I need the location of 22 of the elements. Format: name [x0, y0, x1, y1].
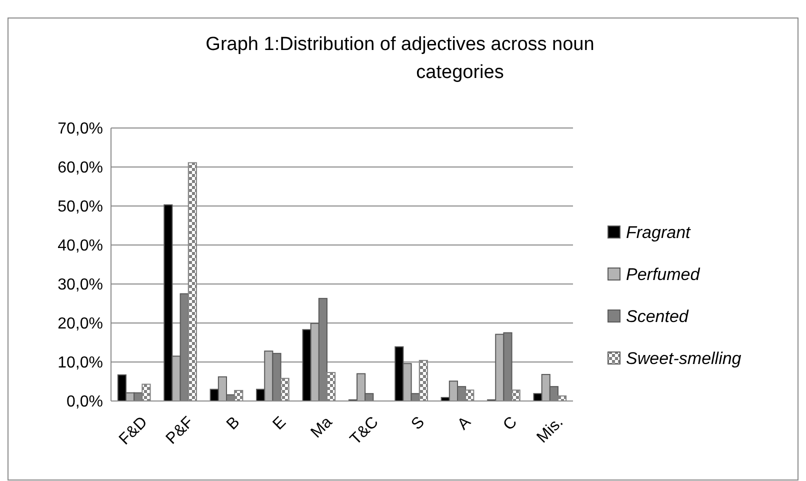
y-tick-label: 60,0% [58, 160, 103, 177]
x-tick-label: F&D [116, 414, 151, 448]
x-tick-label: B [224, 414, 244, 434]
legend-label: Perfumed [626, 264, 700, 284]
y-tick-label: 50,0% [58, 198, 103, 216]
x-tick-label: E [270, 414, 290, 434]
y-tick-label: 0,0% [66, 394, 103, 411]
y-tick-label: 40,0% [58, 238, 103, 255]
x-tick-label: Ma [308, 414, 336, 442]
x-tick-label: C [500, 414, 520, 434]
x-tick-label: Mis. [534, 414, 567, 446]
legend-label: Scented [626, 306, 689, 326]
legend-label: Sweet-smelling [626, 348, 742, 368]
x-tick-label: A [454, 413, 474, 434]
y-tick-label: 20,0% [58, 316, 103, 333]
y-tick-label: 10,0% [58, 354, 103, 372]
x-tick-label: S [408, 414, 428, 434]
y-tick-label: 30,0% [58, 276, 103, 294]
chart-title: Graph 1:Distribution of adjectives across noun categories [206, 34, 594, 83]
x-tick-label: T&C [347, 414, 382, 448]
legend-label: Fragrant [626, 222, 692, 242]
y-tick-label: 70,0% [58, 120, 103, 138]
